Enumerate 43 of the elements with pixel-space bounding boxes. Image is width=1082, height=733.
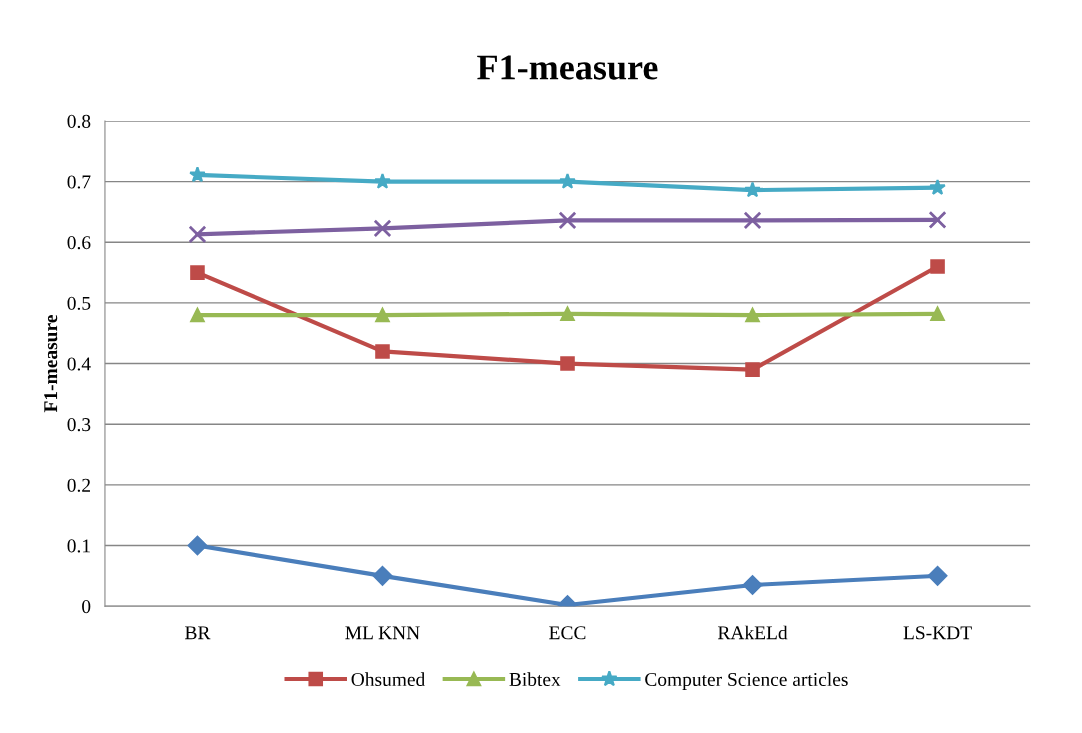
y-tick-label: 0.1 <box>67 539 90 553</box>
point <box>375 307 390 323</box>
point <box>558 211 577 230</box>
y-tick-label: 0.4 <box>67 357 91 371</box>
y-tick-label: 0.2 <box>67 478 90 492</box>
x-tick-label: ECC <box>549 626 586 640</box>
point <box>187 535 208 556</box>
legend-label: Ohsumed <box>351 672 426 687</box>
chart-title: F1-measure <box>477 55 658 80</box>
y-tick-label: 0.6 <box>67 236 91 250</box>
legend-label: Bibtex <box>509 672 561 687</box>
point <box>372 565 393 586</box>
y-axis-title: F1-measure <box>44 315 58 413</box>
y-tick-label: 0.5 <box>67 296 91 310</box>
point <box>928 210 947 229</box>
point <box>373 219 392 238</box>
point <box>745 362 760 377</box>
point <box>930 259 945 274</box>
x-tick-label: BR <box>185 626 211 640</box>
point <box>743 211 762 230</box>
point <box>560 306 575 322</box>
y-tick-label: 0.8 <box>67 114 91 128</box>
y-tick-label: 0.3 <box>67 418 91 432</box>
point <box>559 172 576 189</box>
point <box>189 166 206 183</box>
point <box>742 575 763 595</box>
y-tick-label: 0 <box>82 600 91 614</box>
point <box>930 306 945 322</box>
point <box>190 307 205 323</box>
x-tick-label: LS-KDT <box>903 626 972 640</box>
point <box>190 265 205 280</box>
point <box>745 307 760 323</box>
point <box>744 181 761 198</box>
y-tick-label: 0.7 <box>67 175 91 189</box>
x-tick-label: RAkELd <box>717 625 788 640</box>
point <box>560 356 575 371</box>
x-tick-label: ML KNN <box>345 626 420 640</box>
point <box>927 565 948 586</box>
point <box>375 344 390 359</box>
point <box>188 225 207 244</box>
legend-label: Computer Science articles <box>645 672 848 690</box>
point <box>929 178 946 195</box>
point <box>374 172 391 189</box>
